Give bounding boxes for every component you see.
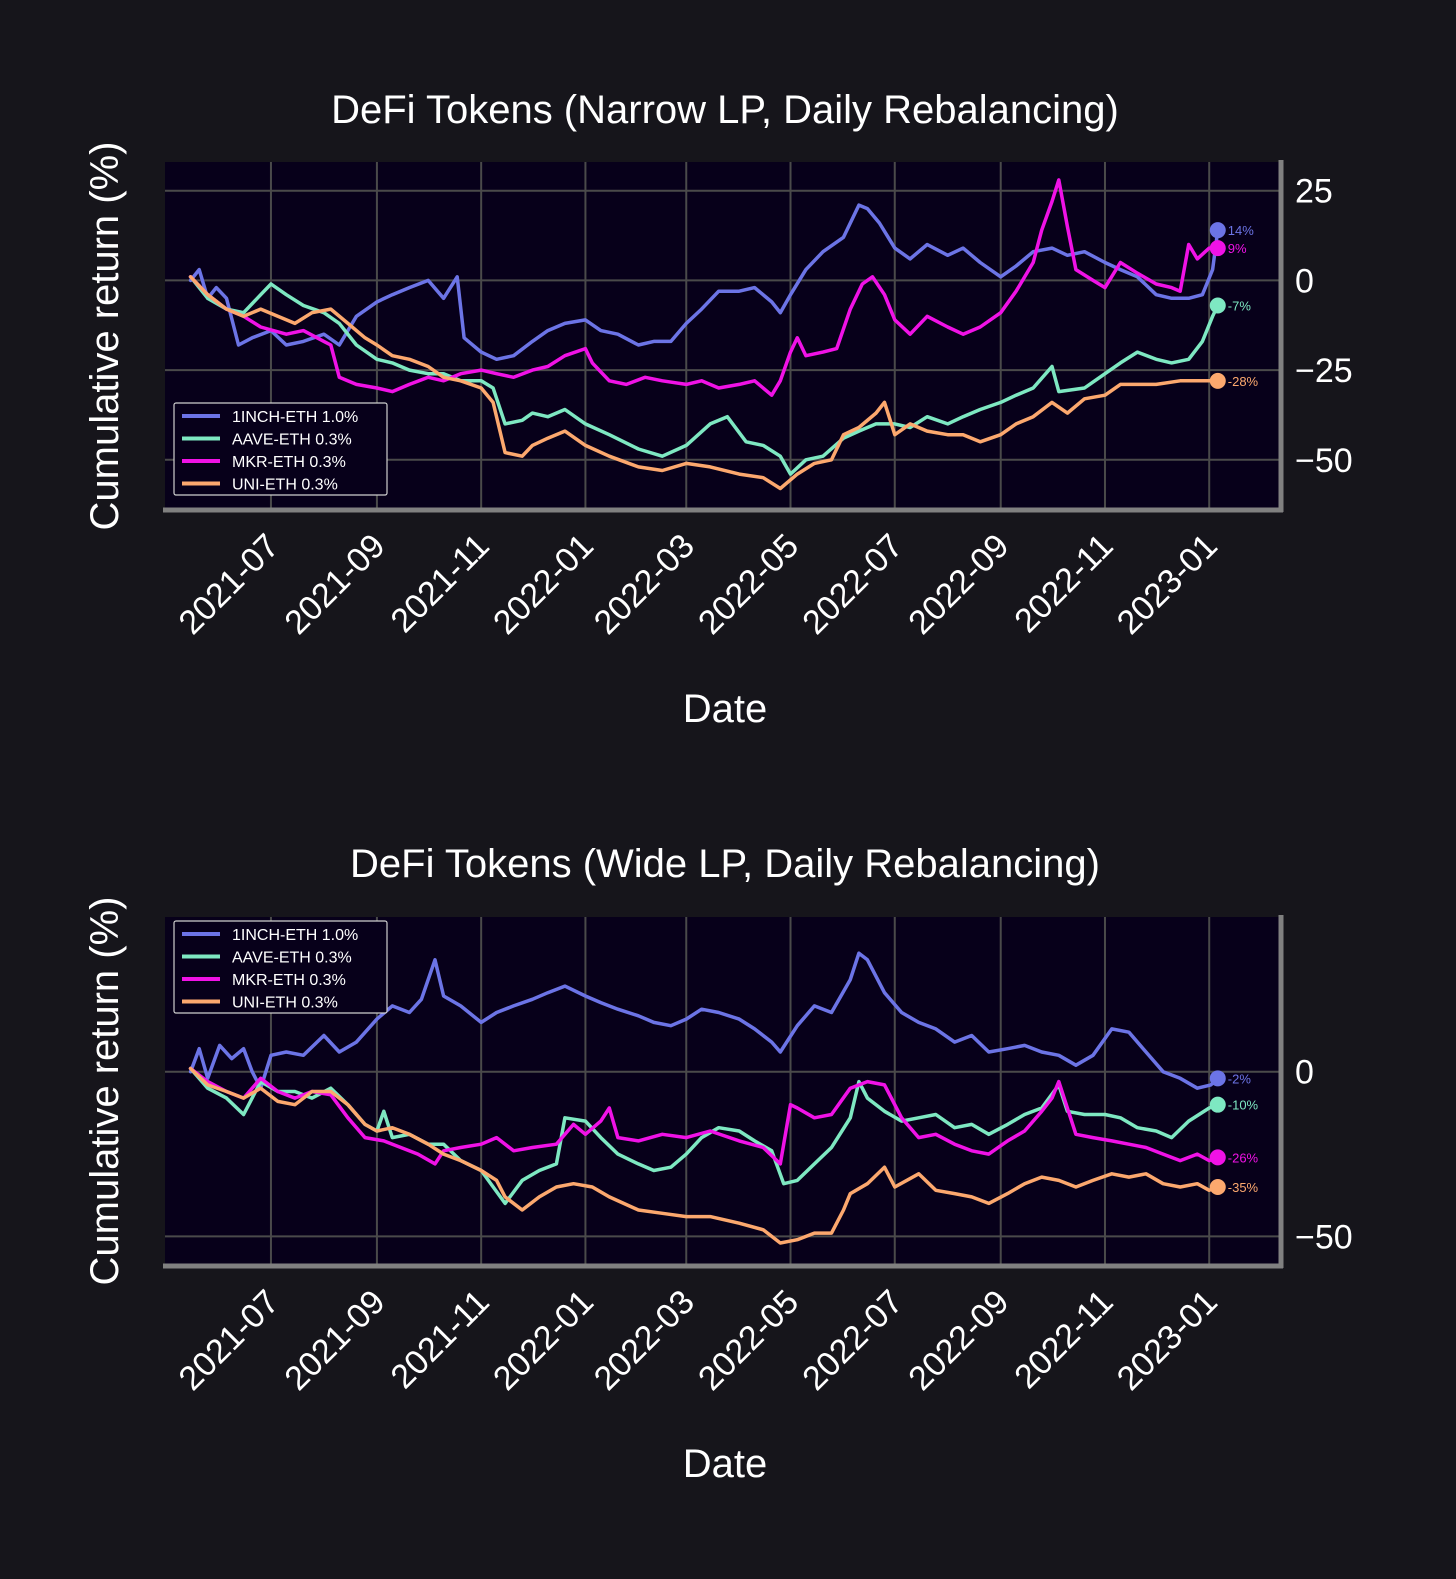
series-lines [188, 178, 1220, 491]
y-tick-label: −25 [1295, 352, 1353, 390]
legend-entry: 1INCH-ETH 1.0% [232, 409, 358, 426]
y-tick-labels: 0 −50 [1295, 1054, 1353, 1257]
series-end-marker [1209, 240, 1226, 257]
legend-entry: MKR-ETH 0.3% [232, 454, 346, 471]
series-lines [188, 951, 1220, 1245]
legend-entry: UNI-ETH 0.3% [232, 995, 338, 1012]
series-end-label: -26% [1228, 1150, 1259, 1165]
end-labels: -2% -10% -26% -35% [1209, 1070, 1259, 1195]
series-end-label: 14% [1228, 223, 1254, 238]
legend-entry: AAVE-ETH 0.3% [232, 432, 352, 449]
series-end-label: -28% [1228, 374, 1259, 389]
y-tick-label: −50 [1295, 442, 1353, 480]
series-end-label: 9% [1228, 241, 1247, 256]
series-end-marker [1209, 372, 1226, 389]
x-axis-label: Date [683, 1442, 768, 1486]
legend-box [173, 920, 388, 1014]
series-line [188, 951, 1220, 1090]
series-end-marker [1209, 297, 1226, 314]
legend-entry: MKR-ETH 0.3% [232, 972, 346, 989]
series-end-label: -2% [1228, 1071, 1252, 1086]
series-line [188, 275, 1220, 491]
y-tick-label: −50 [1295, 1218, 1353, 1256]
legend-entry: UNI-ETH 0.3% [232, 477, 338, 494]
series-line [188, 1066, 1220, 1245]
legend-entry: 1INCH-ETH 1.0% [232, 927, 358, 944]
x-axis-label: Date [683, 687, 768, 731]
chart-title: DeFi Tokens (Narrow LP, Daily Rebalancin… [331, 88, 1119, 132]
y-tick-label: 0 [1295, 1054, 1314, 1092]
grid-lines [165, 162, 1281, 510]
legend-entry: AAVE-ETH 0.3% [232, 950, 352, 967]
y-tick-label: 0 [1295, 262, 1314, 300]
series-end-label: -10% [1228, 1098, 1259, 1113]
y-axis-label: Cumulative return (%) [83, 141, 127, 530]
series-end-marker [1209, 1070, 1226, 1087]
series-line [188, 1066, 1220, 1166]
series-line [188, 275, 1220, 476]
series-end-marker [1209, 222, 1226, 239]
legend-box [173, 402, 388, 496]
chart-title: DeFi Tokens (Wide LP, Daily Rebalancing) [350, 842, 1100, 886]
series-line [188, 203, 1220, 362]
legend: 1INCH-ETH 1.0% AAVE-ETH 0.3% MKR-ETH 0.3% U… [173, 402, 388, 496]
series-end-label: -35% [1228, 1180, 1259, 1195]
legend: 1INCH-ETH 1.0% AAVE-ETH 0.3% MKR-ETH 0.3% U… [173, 920, 388, 1014]
y-axis-label: Cumulative return (%) [83, 896, 127, 1285]
series-end-label: -7% [1228, 299, 1252, 314]
series-end-marker [1209, 1096, 1226, 1113]
y-tick-labels: 25 0 −25 −50 [1295, 173, 1353, 480]
series-end-marker [1209, 1178, 1226, 1195]
series-line [188, 178, 1220, 397]
series-end-marker [1209, 1149, 1226, 1166]
end-labels: 14% -7% 9% -28% [1209, 222, 1259, 389]
y-tick-label: 25 [1295, 173, 1333, 211]
